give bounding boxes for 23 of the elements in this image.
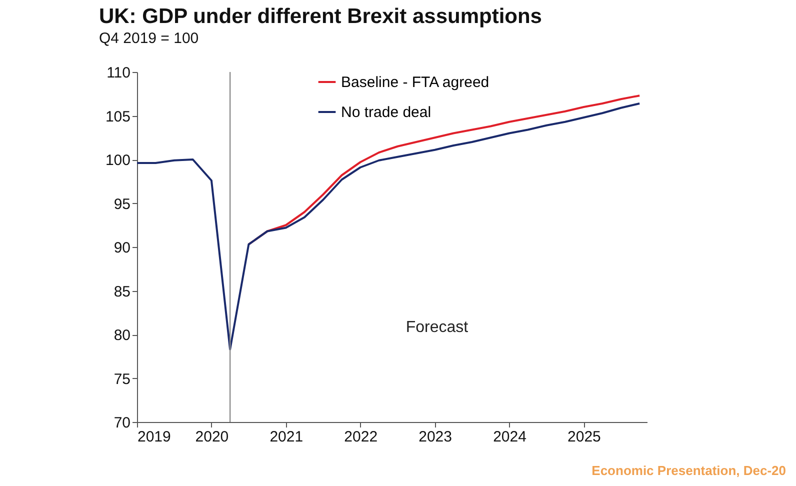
y-tick-label: 90 <box>114 240 130 256</box>
chart-title: UK: GDP under different Brexit assumptions <box>98 5 542 28</box>
y-tick-label: 80 <box>114 327 130 344</box>
x-tick-label: 2023 <box>418 428 452 446</box>
legend-label: No trade deal <box>341 104 432 121</box>
y-tick-label: 95 <box>114 196 130 213</box>
y-tick-label: 110 <box>106 64 130 82</box>
x-tick-label: 2021 <box>270 428 304 446</box>
x-tick-label: 2020 <box>195 428 229 446</box>
annotation: Forecast <box>406 319 469 336</box>
y-tick-label: 105 <box>105 108 130 126</box>
y-axis-title: Q4 2019 = 100 <box>98 30 199 47</box>
x-tick-label: 2024 <box>493 428 526 446</box>
y-tick-label: 70 <box>114 414 130 432</box>
y-tick-label: 75 <box>114 370 130 388</box>
y-tick-label: 100 <box>105 152 130 169</box>
text: Economic Presentation, Dec-20 <box>592 463 786 478</box>
x-tick-label: 2022 <box>344 428 378 446</box>
y-tick-label: 85 <box>114 283 130 300</box>
legend-label: Baseline - FTA agreed <box>341 74 490 91</box>
x-tick-label: 2019 <box>138 428 171 446</box>
x-tick-label: 2025 <box>568 428 601 446</box>
line-series <box>137 102 641 350</box>
